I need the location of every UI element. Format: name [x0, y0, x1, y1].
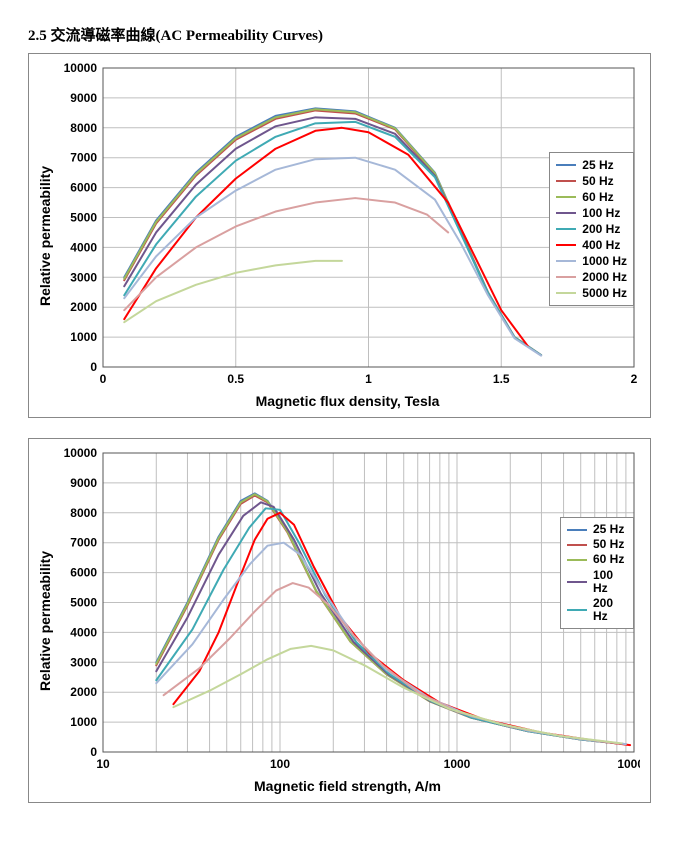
svg-text:0.5: 0.5 — [227, 372, 244, 386]
svg-text:9000: 9000 — [70, 91, 97, 105]
legend-label: 1000 Hz — [582, 254, 627, 268]
svg-text:1.5: 1.5 — [493, 372, 510, 386]
svg-text:10000: 10000 — [64, 447, 98, 460]
chart2-frame: Relative permeability 010002000300040005… — [28, 438, 651, 803]
legend-swatch — [567, 559, 587, 561]
legend-swatch — [567, 529, 587, 531]
svg-text:4000: 4000 — [70, 240, 97, 254]
svg-text:3000: 3000 — [70, 655, 97, 669]
chart1-xlabel: Magnetic flux density, Tesla — [55, 393, 640, 409]
svg-text:2000: 2000 — [70, 685, 97, 699]
svg-text:7000: 7000 — [70, 536, 97, 550]
legend-swatch — [556, 292, 576, 294]
legend-swatch — [567, 609, 587, 611]
legend-item: 5000 Hz — [556, 285, 627, 301]
legend-swatch — [556, 244, 576, 246]
legend-item: 50 Hz — [567, 537, 627, 552]
svg-text:3000: 3000 — [70, 270, 97, 284]
svg-text:1: 1 — [365, 372, 372, 386]
svg-text:1000: 1000 — [70, 330, 97, 344]
chart2-legend: 25 Hz 50 Hz 60 Hz 100 Hz200 Hz — [560, 517, 634, 629]
legend-item: 1000 Hz — [556, 253, 627, 269]
chart1-frame: Relative permeability 0 1000 2000 3000 4000 5… — [28, 53, 651, 418]
legend-item: 60 Hz — [567, 552, 627, 567]
legend-swatch — [556, 260, 576, 262]
svg-text:9000: 9000 — [70, 476, 97, 490]
legend-swatch — [556, 212, 576, 214]
legend-label: 100 Hz — [593, 569, 627, 595]
legend-label: 25 Hz — [593, 523, 627, 536]
svg-text:8000: 8000 — [70, 506, 97, 520]
svg-text:6000: 6000 — [70, 181, 97, 195]
legend-label: 25 Hz — [582, 158, 613, 172]
legend-swatch — [556, 228, 576, 230]
legend-swatch — [556, 276, 576, 278]
legend-swatch — [567, 581, 587, 583]
legend-label: 400 Hz — [582, 238, 620, 252]
legend-item: 2000 Hz — [556, 269, 627, 285]
svg-text:4000: 4000 — [70, 625, 97, 639]
legend-item: 400 Hz — [556, 237, 627, 253]
legend-item: 50 Hz — [556, 173, 627, 189]
legend-item: 60 Hz — [556, 189, 627, 205]
legend-label: 200 Hz — [593, 597, 627, 623]
svg-text:5000: 5000 — [70, 596, 97, 610]
legend-item: 100 Hz — [567, 568, 627, 596]
svg-text:7000: 7000 — [70, 151, 97, 165]
legend-label: 60 Hz — [593, 553, 627, 566]
chart1-plot: 0100020003000400050006000700080009000100… — [55, 62, 640, 389]
chart1-ylabel: Relative permeability — [35, 62, 55, 409]
legend-swatch — [567, 544, 587, 546]
legend-label: 50 Hz — [582, 174, 613, 188]
svg-text:1000: 1000 — [70, 715, 97, 729]
chart2-ylabel: Relative permeability — [35, 447, 55, 794]
legend-item: 200 Hz — [556, 221, 627, 237]
legend-swatch — [556, 180, 576, 182]
svg-text:10: 10 — [96, 757, 110, 771]
legend-label: 2000 Hz — [582, 270, 627, 284]
chart1-legend: 25 Hz 50 Hz 60 Hz 100 Hz 200 Hz 400 Hz 1000 Hz… — [549, 152, 634, 306]
legend-label: 200 Hz — [582, 222, 620, 236]
svg-text:0: 0 — [100, 372, 107, 386]
legend-item: 25 Hz — [567, 522, 627, 537]
legend-label: 60 Hz — [582, 190, 613, 204]
svg-text:6000: 6000 — [70, 566, 97, 580]
chart2-plot: 0100020003000400050006000700080009000100… — [55, 447, 640, 774]
section-title: 2.5 交流導磁率曲線(AC Permeability Curves) — [28, 24, 651, 45]
chart2-xlabel: Magnetic field strength, A/m — [55, 778, 640, 794]
legend-label: 5000 Hz — [582, 286, 627, 300]
svg-text:2000: 2000 — [70, 300, 97, 314]
svg-text:10000: 10000 — [64, 62, 98, 75]
legend-item: 25 Hz — [556, 157, 627, 173]
svg-text:2: 2 — [631, 372, 638, 386]
legend-item: 100 Hz — [556, 205, 627, 221]
legend-swatch — [556, 164, 576, 166]
svg-text:100: 100 — [270, 757, 290, 771]
svg-text:8000: 8000 — [70, 121, 97, 135]
svg-text:0: 0 — [90, 360, 97, 374]
svg-text:10000: 10000 — [617, 757, 640, 771]
svg-text:5000: 5000 — [70, 211, 97, 225]
legend-item: 200 Hz — [567, 596, 627, 624]
legend-label: 100 Hz — [582, 206, 620, 220]
legend-label: 50 Hz — [593, 538, 627, 551]
svg-text:1000: 1000 — [444, 757, 471, 771]
legend-swatch — [556, 196, 576, 198]
